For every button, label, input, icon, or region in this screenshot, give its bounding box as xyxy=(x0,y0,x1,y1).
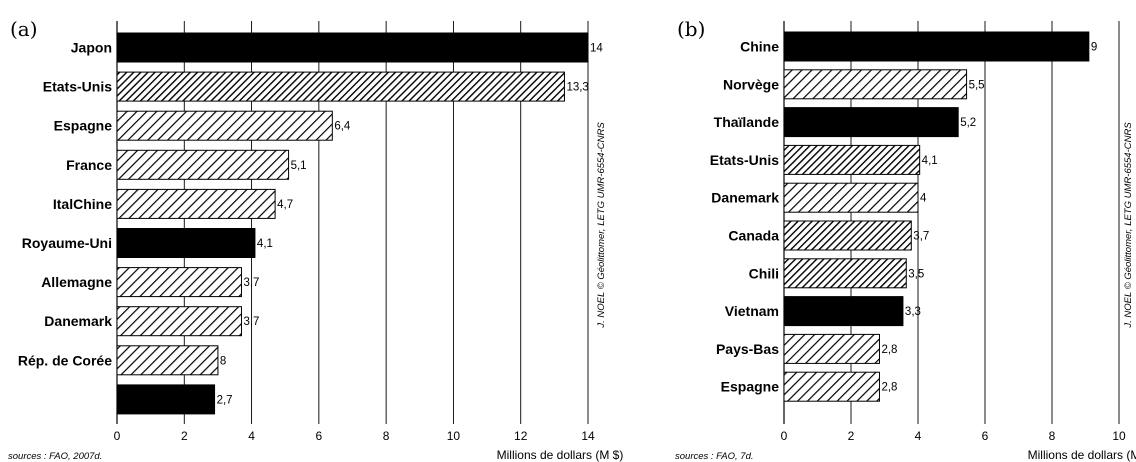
category-label: Chine xyxy=(740,39,779,55)
bar xyxy=(783,333,880,364)
x-tick-label: 2 xyxy=(181,429,188,443)
bar xyxy=(116,149,290,180)
category-label: Japon xyxy=(71,40,112,56)
category-label: France xyxy=(66,157,112,173)
data-label: 4,1 xyxy=(922,155,938,167)
bar xyxy=(116,267,242,298)
data-label: 14 xyxy=(590,43,603,55)
credit-note: J. NOEL © Géolittomer, LETG UMR-6554-CNR… xyxy=(596,122,607,329)
bar xyxy=(116,110,333,141)
data-label: 6,4 xyxy=(334,121,351,133)
category-label: ItalChine xyxy=(53,196,112,212)
chart-panel-b: (b) 0 2 4 6 8 10 Chine 9 Norvège 5,5 Thaïlande 5,2 Et… xyxy=(675,17,1136,462)
bar xyxy=(783,107,959,138)
panel-label: (b) xyxy=(677,17,705,41)
category-label: Canada xyxy=(728,228,779,244)
category-label: Rép. de Corée xyxy=(18,352,112,368)
bar xyxy=(116,384,216,415)
x-tick-label: 0 xyxy=(781,429,788,443)
x-tick-label: 12 xyxy=(514,429,528,443)
bar xyxy=(116,306,242,337)
x-tick-label: 10 xyxy=(1112,429,1126,443)
x-tick-label: 6 xyxy=(316,429,323,443)
x-tick-label: 4 xyxy=(915,429,922,443)
bar xyxy=(783,220,912,251)
data-label: 3,3 xyxy=(905,306,921,318)
x-tick-label: 0 xyxy=(114,429,121,443)
data-label: 2,8 xyxy=(881,344,897,356)
data-label: 4 xyxy=(920,193,927,205)
x-tick-label: 10 xyxy=(447,429,461,443)
data-label: 8 xyxy=(220,355,226,367)
bar xyxy=(116,188,276,219)
source-note: sources : FAO, 2007d. xyxy=(8,451,102,462)
x-tick-label: 14 xyxy=(581,429,595,443)
x-tick-label: 4 xyxy=(248,429,255,443)
bar xyxy=(783,69,968,100)
category-label: Pays-Bas xyxy=(716,341,779,357)
data-label: 2,7 xyxy=(217,394,233,406)
x-axis-title: Millions de dollars (M $) xyxy=(1028,448,1136,462)
bar xyxy=(783,371,880,402)
data-label: 3,7 xyxy=(243,277,259,289)
data-label: 3,5 xyxy=(908,268,924,280)
data-label: 3,7 xyxy=(243,316,259,328)
x-tick-label: 6 xyxy=(982,429,989,443)
data-label: 4,1 xyxy=(257,238,273,250)
bar xyxy=(783,31,1090,62)
category-label: Chili xyxy=(749,265,779,281)
bar xyxy=(783,258,907,289)
category-label: Etats-Unis xyxy=(710,152,779,168)
credit-note: J. NOEL © Géolittomer, LETG UMR-6554-CNR… xyxy=(1123,122,1134,329)
category-label: Vietnam xyxy=(725,303,779,319)
x-tick-label: 8 xyxy=(1049,429,1056,443)
category-label: Etats-Unis xyxy=(43,79,112,95)
data-label: 3,7 xyxy=(913,231,929,243)
category-label: Allemagne xyxy=(41,274,112,290)
data-label: 5,5 xyxy=(969,79,985,91)
category-label: Danemark xyxy=(711,190,779,206)
bar xyxy=(783,182,919,213)
category-label: Danemark xyxy=(44,313,112,329)
category-label: Royaume-Uni xyxy=(22,235,112,251)
data-label: 9 xyxy=(1091,42,1097,54)
chart-panel-a: (a) 0 2 4 6 8 10 12 14 Japon 14 Etats-Unis 13,3 Espag… xyxy=(8,17,623,462)
source-note: sources : FAO, 7d. xyxy=(675,451,754,462)
data-label: 2,8 xyxy=(881,382,897,394)
bar xyxy=(783,296,904,327)
bar xyxy=(783,144,921,175)
data-label: 5,1 xyxy=(291,160,307,172)
category-label: Norvège xyxy=(723,76,779,92)
data-label: 4,7 xyxy=(277,199,293,211)
x-axis-title: Millions de dollars (M $) xyxy=(497,448,624,462)
data-label: 5,2 xyxy=(960,117,976,129)
data-label: 13,3 xyxy=(566,82,588,94)
panel-label: (a) xyxy=(10,17,38,41)
category-label: Thaïlande xyxy=(714,114,780,130)
bar xyxy=(116,228,256,258)
bar xyxy=(116,345,219,376)
x-tick-label: 8 xyxy=(383,429,390,443)
x-tick-label: 2 xyxy=(848,429,855,443)
category-label: Espagne xyxy=(721,379,780,395)
bar xyxy=(116,71,565,102)
bar xyxy=(116,32,589,63)
category-label: Espagne xyxy=(54,118,113,134)
